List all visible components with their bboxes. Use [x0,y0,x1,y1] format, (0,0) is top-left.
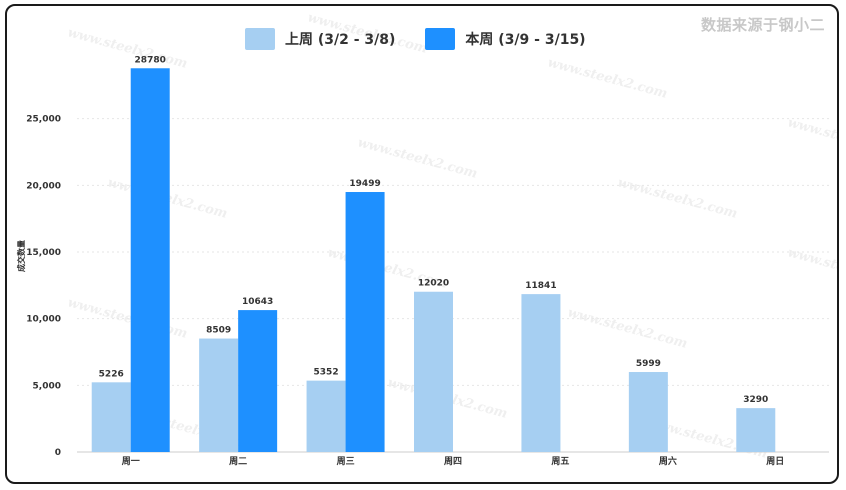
x-tick-label: 周四 [444,456,462,467]
y-tick-label: 0 [55,448,61,458]
source-note: 数据来源于钢小二 [700,16,825,34]
watermark-text: www.steelx2.com [616,175,739,221]
bar-value-label: 5999 [636,359,661,369]
bar-chart: www.steelx2.com www.steelx2.com www.steelx… [16,10,837,467]
bars [91,68,776,452]
bar-this-week [345,192,385,452]
legend-item-last-week[interactable]: 上周 (3/2 - 3/8) [245,28,395,50]
x-tick-label: 周五 [551,456,569,467]
watermark-text: www.steelx2.com [786,115,837,161]
legend-label-last-week: 上周 (3/2 - 3/8) [285,32,396,48]
y-axis-ticks: 0 5,000 10,000 15,000 20,000 25,000 [26,115,61,458]
watermark-text: www.steelx2.com [66,25,189,71]
legend: 上周 (3/2 - 3/8) 本周 (3/9 - 3/15) [245,28,616,50]
watermark-text: www.steelx2.com [356,135,479,181]
bar-last-week [199,338,239,452]
bar-this-week [238,310,278,452]
y-tick-label: 15,000 [26,248,61,258]
legend-swatch-this-week [425,28,456,50]
y-tick-label: 20,000 [26,181,61,191]
bar-last-week [414,291,453,452]
x-tick-label: 周日 [766,456,784,467]
bar-value-label: 28780 [135,55,166,65]
bar-last-week [306,380,346,452]
x-tick-label: 周一 [122,456,140,467]
y-axis-label: 成交数量 [16,240,26,272]
legend-item-this-week[interactable]: 本周 (3/9 - 3/15) [425,28,586,50]
bar-last-week [521,294,561,452]
legend-swatch-last-week [245,28,275,50]
bar-value-label: 10643 [242,297,273,307]
chart-frame: www.steelx2.com www.steelx2.com www.steelx… [5,4,839,484]
bar-last-week [91,382,131,452]
watermark-text: www.steelx2.com [546,55,669,101]
legend-label-this-week: 本周 (3/9 - 3/15) [465,32,586,48]
watermark-text: www.steelx2.com [566,305,689,351]
bar-value-label: 8509 [206,326,231,336]
y-tick-label: 10,000 [26,315,61,325]
bar-this-week [130,68,170,452]
y-tick-label: 5,000 [33,381,61,391]
bar-value-label: 11841 [525,281,556,291]
x-tick-label: 周六 [659,455,677,467]
bar-value-label: 3290 [743,395,768,405]
y-tick-label: 25,000 [26,115,61,125]
bar-value-label: 5352 [314,368,339,378]
data-labels: 5226 28780 8509 10643 5352 19499 12020 11841 599… [99,55,769,405]
x-tick-label: 周三 [337,456,355,467]
x-axis-ticks: 周一 周二 周三 周四 周五 周六 周日 [122,455,785,467]
bar-value-label: 19499 [349,179,380,189]
bar-value-label: 12020 [418,279,449,289]
bar-value-label: 5226 [99,369,124,379]
bar-last-week [736,408,776,452]
bar-last-week [628,372,668,452]
x-tick-label: 周二 [229,456,247,467]
